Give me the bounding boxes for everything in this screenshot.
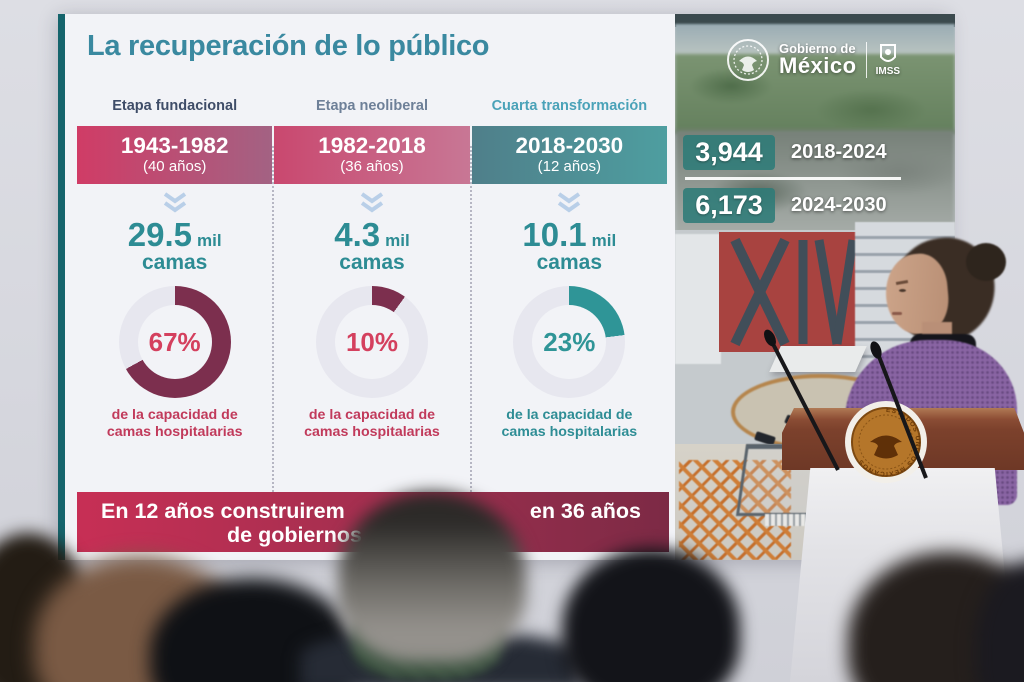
columns: Etapa fundacional 1943-1982 (40 años) 29… (77, 98, 667, 544)
donut-percent-label: 23% (543, 326, 596, 357)
beds-word: camas (536, 250, 603, 274)
hospital-red-facade (719, 232, 858, 352)
beds-value: 10.1 (522, 216, 587, 253)
orange-truss-structure (679, 460, 791, 560)
double-chevron-down-icon (77, 192, 272, 216)
audience-head (562, 548, 740, 682)
stats-divider (685, 177, 901, 180)
beds-figure: 10.1 mil camas (472, 218, 667, 273)
period-band: 1943-1982 (40 años) (77, 126, 273, 184)
speaker-eye (899, 289, 906, 292)
imss-label: IMSS (875, 66, 901, 77)
speaker-hair-bun (966, 243, 1006, 281)
donut-percent-label: 67% (148, 326, 201, 357)
stat-period: 2024-2030 (791, 193, 887, 216)
hospital-building-left (675, 234, 721, 364)
donut-percent-label: 10% (345, 326, 398, 357)
beds-figure: 29.5 mil camas (77, 218, 272, 273)
dotted-separator (272, 146, 275, 544)
donut-chart: 23% (513, 286, 626, 399)
period-label: 2018-2030 (515, 133, 624, 159)
donut-chart: 67% (118, 286, 231, 399)
beds-word: camas (339, 250, 405, 274)
period-label: 1982-2018 (318, 133, 426, 159)
photo-sky (675, 24, 955, 58)
mexico-eagle-seal-icon (727, 39, 769, 81)
projection-screen: La recuperación de lo público Etapa fund… (58, 14, 955, 560)
audience-head (338, 492, 526, 662)
column-header: Etapa fundacional (112, 98, 238, 114)
dotted-separator (469, 146, 472, 544)
column-header: Cuarta transformación (491, 98, 648, 114)
photo-greenery (675, 54, 955, 134)
beds-figure: 4.3 mil camas (274, 218, 469, 273)
column-cuarta-transformacion: Cuarta transformación 2018-2030 (12 años… (471, 98, 667, 544)
imss-logo-icon (879, 44, 896, 62)
duration-label: (36 años) (340, 158, 404, 176)
entrance-canopy (769, 346, 867, 372)
donut-caption: de la capacidad de camas hospitalarias (304, 407, 440, 440)
beds-unit: mil (197, 231, 222, 250)
beds-unit: mil (385, 231, 410, 250)
donut-chart: 10% (315, 286, 428, 399)
slide-title: La recuperación de lo público (87, 30, 490, 62)
duration-label: (12 años) (537, 158, 601, 176)
stat-row: 3,944 2018-2024 (683, 132, 933, 172)
slide: La recuperación de lo público Etapa fund… (65, 14, 675, 560)
banner-text-line2: de gobiernos (227, 523, 362, 547)
banner-text-left: En 12 años construirem (101, 499, 345, 523)
double-chevron-down-icon (472, 192, 667, 216)
stat-row: 6,173 2024-2030 (683, 185, 933, 225)
column-etapa-neoliberal: Etapa neoliberal 1982-2018 (36 años) 4.3… (274, 98, 470, 544)
column-header: Etapa neoliberal (315, 98, 428, 114)
speaker-mouth (892, 312, 902, 315)
duration-label: (40 años) (142, 158, 207, 176)
beds-value: 29.5 (127, 216, 192, 253)
period-band: 1982-2018 (36 años) (274, 126, 470, 184)
podium-national-seal: ESTADOS UNIDOS MEXICANOS (845, 401, 927, 483)
stat-period: 2018-2024 (791, 140, 887, 163)
beds-value: 4.3 (334, 216, 381, 253)
logo-text-line1: Gobierno de (779, 41, 856, 57)
facade-cross-braces (730, 237, 858, 347)
beds-word: camas (141, 250, 208, 274)
stat-value: 3,944 (683, 134, 775, 170)
stat-value: 6,173 (683, 187, 775, 223)
donut-caption: de la capacidad de camas hospitalarias (106, 407, 243, 440)
double-chevron-down-icon (274, 192, 469, 216)
column-etapa-fundacional: Etapa fundacional 1943-1982 (40 años) 29… (77, 98, 273, 544)
logo-text-line2: México (779, 52, 857, 78)
beds-stats-overlay: 3,944 2018-2024 6,173 2024-2030 (683, 132, 933, 225)
government-logo-row: Gobierno de México IMSS (725, 32, 947, 88)
banner-text-right: en 36 años (529, 499, 641, 523)
period-band: 2018-2030 (12 años) (471, 126, 667, 184)
beds-unit: mil (591, 231, 617, 250)
period-label: 1943-1982 (120, 133, 229, 159)
photo-top-edge (675, 14, 955, 27)
donut-caption: de la capacidad de camas hospitalarias (501, 407, 638, 440)
logo-divider (865, 42, 867, 78)
